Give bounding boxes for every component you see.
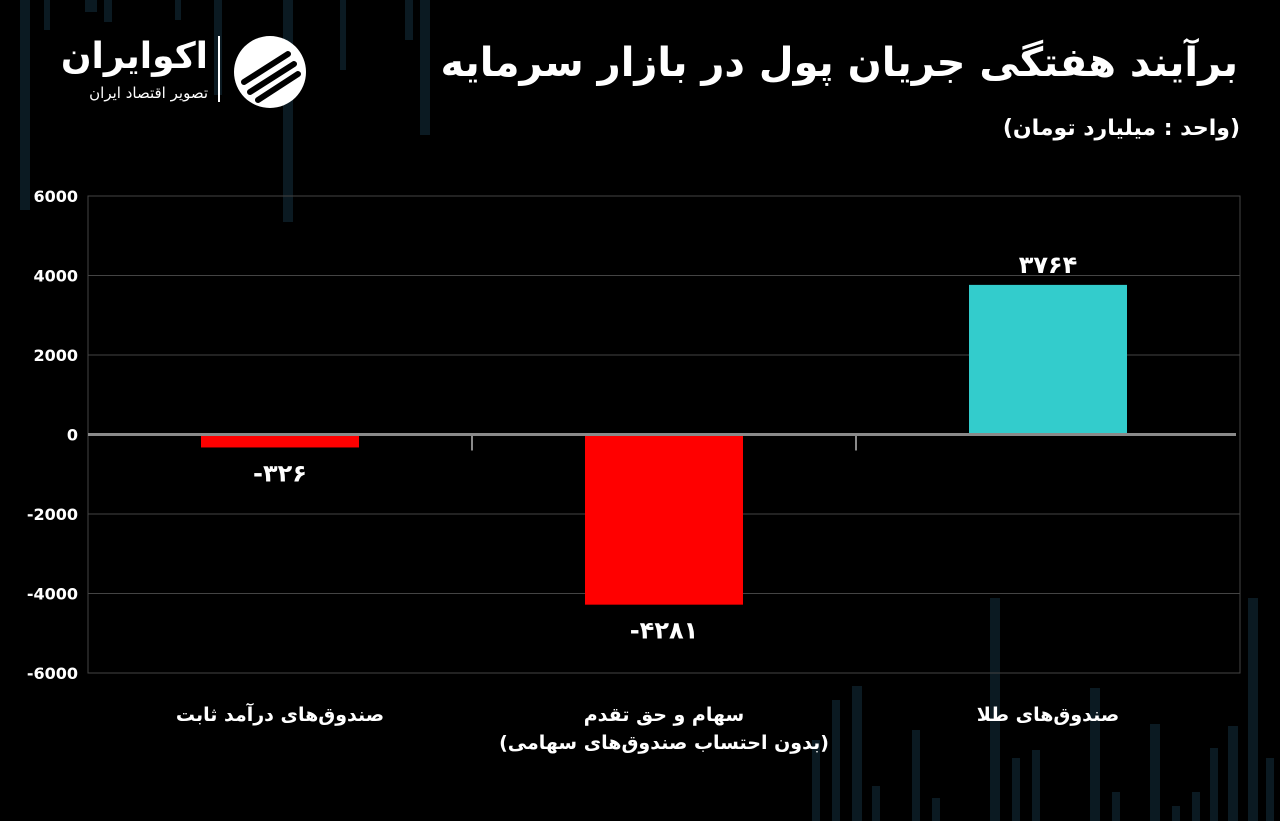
- data-label: -۴۲۸۱: [630, 617, 699, 645]
- logo-divider: [218, 36, 220, 102]
- x-tick-label: سهام و حق تقدم: [584, 704, 744, 726]
- bar: [585, 434, 743, 605]
- chart-unit: (واحد : میلیارد تومان): [1002, 116, 1240, 141]
- bar: [969, 284, 1127, 435]
- ecoiran-logo-icon: [234, 36, 306, 108]
- y-tick-label: 4000: [33, 267, 78, 286]
- y-tick-label: -2000: [27, 505, 78, 524]
- y-tick-label: 0: [67, 426, 78, 445]
- logo-subtitle: تصویر اقتصاد ایران: [89, 84, 208, 102]
- data-label: -۳۲۶: [253, 459, 307, 487]
- y-tick-label: -6000: [27, 664, 78, 683]
- x-tick-label: صندوق‌های درآمد ثابت: [176, 702, 384, 726]
- y-tick-label: 6000: [33, 187, 78, 206]
- x-tick-label: (بدون احتساب صندوق‌های سهامی): [499, 732, 829, 754]
- chart-title: برآیند هفتگی جریان پول در بازار سرمایه: [440, 40, 1238, 86]
- bar: [201, 434, 359, 448]
- y-tick-label: -4000: [27, 585, 78, 604]
- logo-name: اکوایران: [60, 36, 208, 77]
- y-tick-label: 2000: [33, 346, 78, 365]
- logo: اکوایران تصویر اقتصاد ایران: [48, 32, 318, 112]
- x-tick-label: صندوق‌های طلا: [977, 704, 1120, 726]
- data-label: ۳۷۶۴: [1019, 251, 1078, 279]
